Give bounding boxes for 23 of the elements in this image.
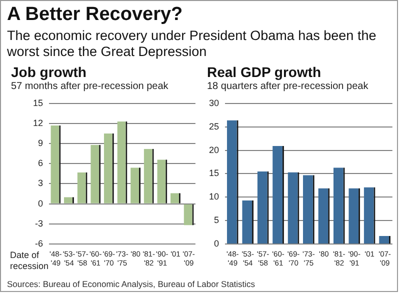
- y-tick-label: -6: [34, 238, 44, 248]
- y-tick-label: 30: [208, 98, 220, 108]
- x-axis-title: Date of recession: [10, 250, 49, 271]
- text: A Better Recovery?: [7, 4, 184, 26]
- y-tick-label: 15: [32, 98, 44, 108]
- y-tick-label: -3: [34, 218, 44, 228]
- y-tick-label: 5: [214, 215, 220, 226]
- y-tick-label: 0: [214, 238, 220, 248]
- y-tick-label: 12: [32, 118, 44, 128]
- source-note: Sources: Bureau of Economic Analysis, Bureau of Labor Statistics: [7, 279, 256, 289]
- text: The economic recovery under President Obama has been the worst since the Great Depression: [7, 28, 378, 60]
- y-tick-label: 25: [208, 121, 220, 132]
- y-tick-label: 3: [38, 178, 44, 188]
- chart-title: Real GDP growth: [207, 64, 322, 80]
- chart-title: Job growth: [11, 64, 88, 80]
- y-tick-label: 9: [38, 138, 44, 148]
- y-tick-label: 15: [208, 168, 220, 178]
- chart-subtitle: 18 quarters after pre-recession peak: [207, 81, 370, 92]
- y-tick-label: 10: [208, 192, 220, 202]
- y-tick-label: 0: [38, 198, 44, 208]
- y-tick-label: 20: [208, 144, 220, 155]
- chart-subtitle: 57 months after pre-recession peak: [11, 81, 170, 92]
- y-tick-label: 6: [38, 158, 44, 168]
